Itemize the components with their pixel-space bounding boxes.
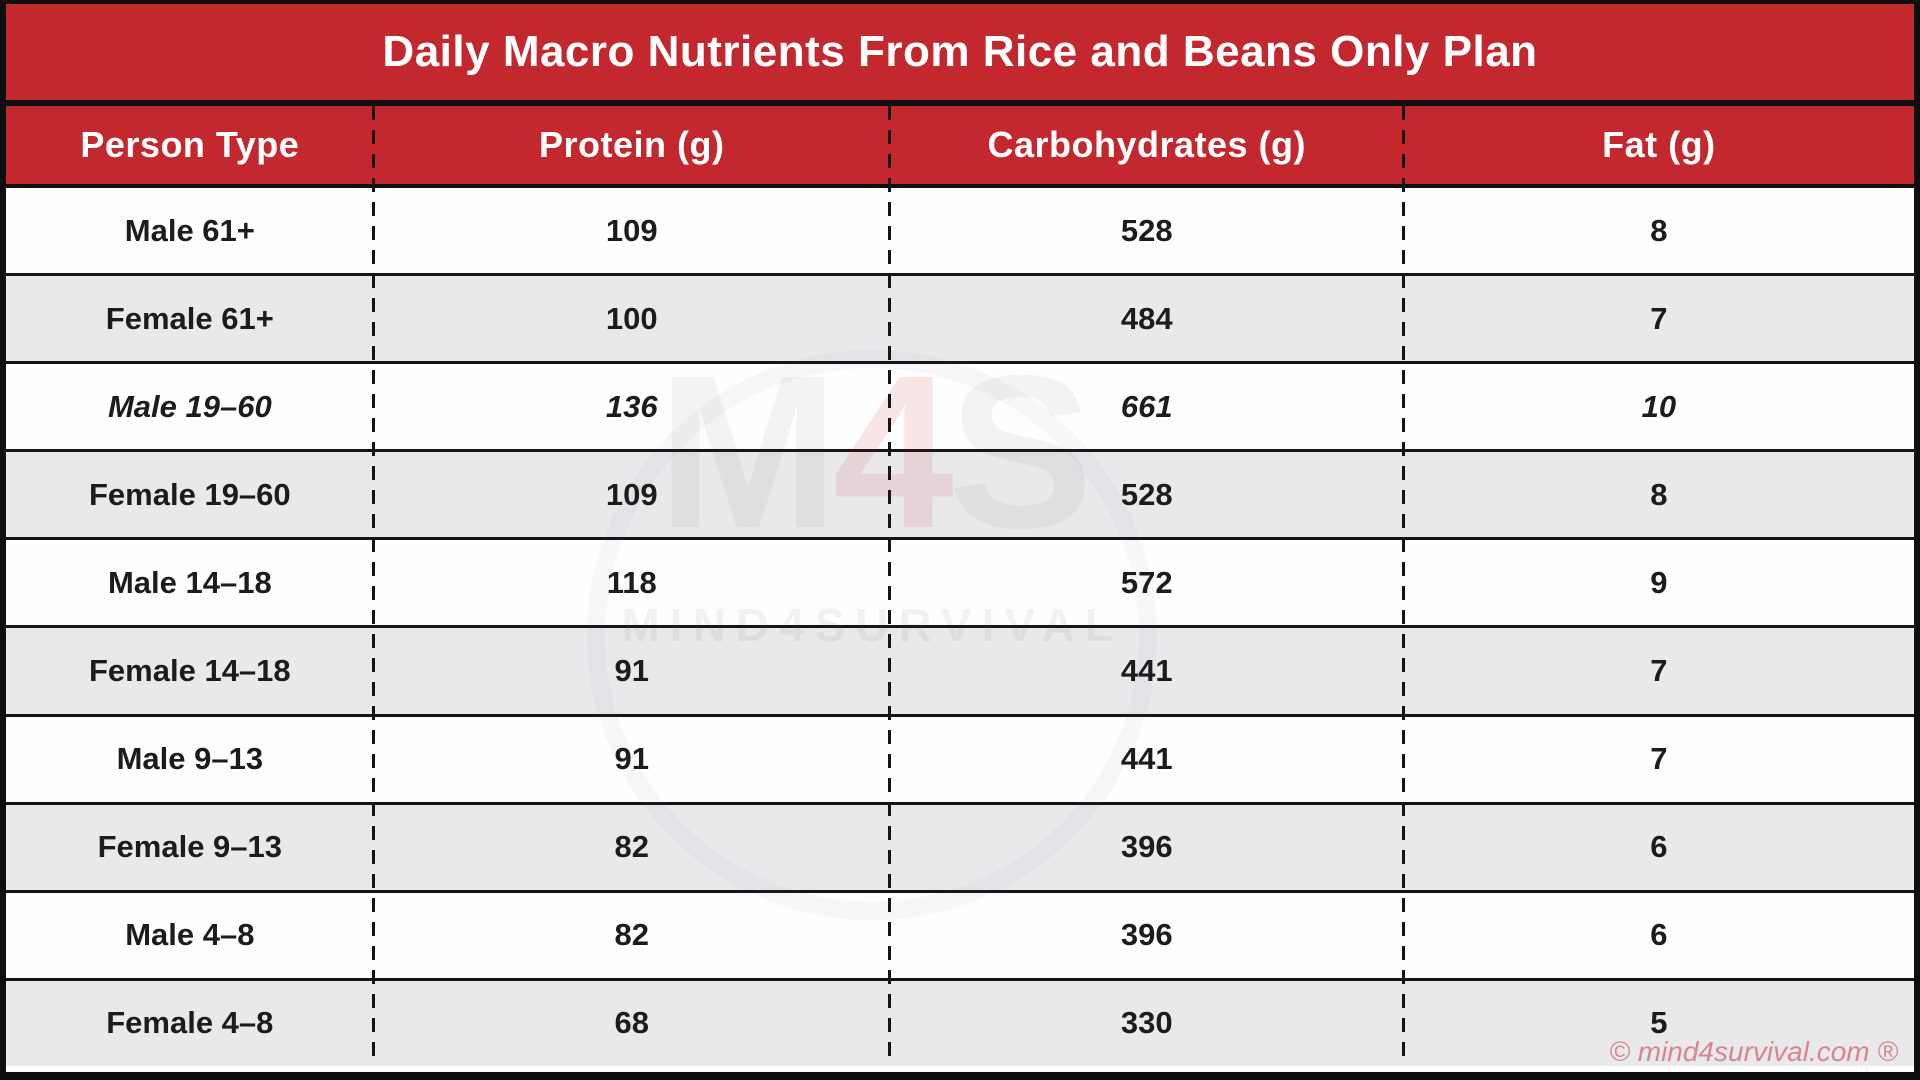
title-bar: Daily Macro Nutrients From Rice and Bean… <box>6 4 1914 106</box>
table-body: Male 61+ 109 528 8 Female 61+ 100 484 7 … <box>6 188 1914 1066</box>
protein-cell: 136 <box>605 388 658 424</box>
carbohydrates-cell: 330 <box>1120 1005 1173 1041</box>
person-type-cell: Male 9–13 <box>116 741 264 777</box>
column-separator-2 <box>887 106 891 1066</box>
fat-cell: 5 <box>1650 1005 1668 1041</box>
protein-cell: 68 <box>614 1005 649 1041</box>
column-header-person-type: Person Type <box>80 124 300 165</box>
table-row: Female 4–8 68 330 5 <box>6 977 1914 1066</box>
fat-cell: 8 <box>1650 476 1668 512</box>
fat-cell: 7 <box>1650 300 1668 336</box>
protein-cell: 91 <box>614 653 649 689</box>
carbohydrates-cell: 572 <box>1120 564 1173 600</box>
carbohydrates-cell: 528 <box>1120 212 1173 248</box>
fat-cell: 6 <box>1650 917 1668 953</box>
table-row: Female 19–60 109 528 8 <box>6 449 1914 538</box>
table-row: Male 19–60 136 661 10 <box>6 361 1914 450</box>
protein-cell: 109 <box>605 212 658 248</box>
carbohydrates-cell: 396 <box>1120 829 1173 865</box>
protein-cell: 82 <box>614 917 649 953</box>
fat-cell: 6 <box>1650 829 1668 865</box>
carbohydrates-cell: 661 <box>1120 388 1173 424</box>
carbohydrates-cell: 441 <box>1120 653 1173 689</box>
table-row: Male 14–18 118 572 9 <box>6 537 1914 626</box>
protein-cell: 82 <box>614 829 649 865</box>
person-type-cell: Male 14–18 <box>107 564 272 600</box>
fat-cell: 10 <box>1641 388 1677 424</box>
carbohydrates-cell: 484 <box>1120 300 1173 336</box>
protein-cell: 109 <box>605 476 658 512</box>
table-row: Female 61+ 100 484 7 <box>6 273 1914 362</box>
table-header-row: Person Type Protein (g) Carbohydrates (g… <box>6 106 1914 188</box>
table-row: Male 9–13 91 441 7 <box>6 713 1914 802</box>
carbohydrates-cell: 528 <box>1120 476 1173 512</box>
protein-cell: 91 <box>614 741 649 777</box>
person-type-cell: Male 19–60 <box>107 388 272 424</box>
person-type-cell: Female 61+ <box>105 300 274 336</box>
protein-cell: 100 <box>605 300 658 336</box>
protein-cell: 118 <box>606 564 657 600</box>
person-type-cell: Female 9–13 <box>97 829 283 865</box>
table-row: Male 61+ 109 528 8 <box>6 188 1914 274</box>
column-header-carbohydrates: Carbohydrates (g) <box>987 124 1307 165</box>
column-header-protein: Protein (g) <box>538 124 725 165</box>
carbohydrates-cell: 441 <box>1120 741 1173 777</box>
table-row: Female 9–13 82 396 6 <box>6 801 1914 890</box>
page-title: Daily Macro Nutrients From Rice and Bean… <box>382 27 1538 76</box>
person-type-cell: Female 19–60 <box>89 476 291 512</box>
copyright-text: © mind4survival.com ® <box>1609 1036 1898 1067</box>
fat-cell: 9 <box>1650 564 1668 600</box>
column-header-fat: Fat (g) <box>1602 124 1716 165</box>
column-separator-3 <box>1401 106 1405 1066</box>
table-row: Female 14–18 91 441 7 <box>6 625 1914 714</box>
person-type-cell: Female 4–8 <box>106 1005 274 1041</box>
table-row: Male 4–8 82 396 6 <box>6 889 1914 978</box>
fat-cell: 7 <box>1650 653 1668 689</box>
person-type-cell: Male 61+ <box>124 212 255 248</box>
carbohydrates-cell: 396 <box>1120 917 1173 953</box>
person-type-cell: Female 14–18 <box>89 653 291 689</box>
person-type-cell: Male 4–8 <box>125 917 255 953</box>
fat-cell: 7 <box>1650 741 1668 777</box>
fat-cell: 8 <box>1650 212 1668 248</box>
nutrition-table: Person Type Protein (g) Carbohydrates (g… <box>6 106 1914 1066</box>
column-separator-1 <box>371 106 375 1066</box>
